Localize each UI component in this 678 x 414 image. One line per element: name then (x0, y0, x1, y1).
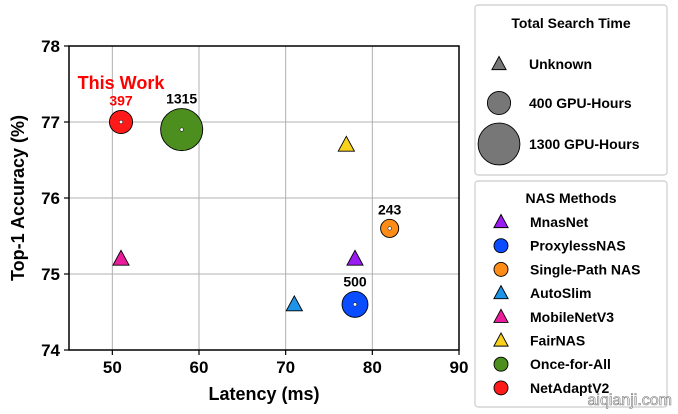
proxylessnas-data-label: 500 (343, 273, 367, 289)
legend-fairnas-label: FairNAS (530, 333, 585, 349)
autoslim-point (285, 294, 304, 312)
y-tick-label: 75 (41, 265, 60, 284)
legend-nas-methods-title: NAS Methods (526, 190, 617, 206)
legend-search-time-entries: Unknown 400 GPU-Hours 1300 GPU-Hours (477, 55, 640, 166)
single-path-nas-center-dot (387, 226, 392, 231)
legend-nas-methods-entries: MnasNet ProxylessNAS Single-Path NAS AutoSl… (493, 213, 640, 396)
watermark-text: aiqianji.com (588, 392, 672, 409)
legend-size-circle-1300 (477, 122, 521, 166)
x-tick-label: 60 (190, 358, 209, 377)
single-path-nas-data-label: 243 (378, 201, 402, 217)
legend-search-time: Total Search Time Unknown 400 GPU-Hours 13… (474, 4, 668, 176)
y-axis-ticks: 74 75 76 77 78 (41, 37, 69, 360)
netadaptv2-data-label: 397 (109, 92, 133, 108)
legend-netadaptv2-label: NetAdaptV2 (530, 380, 610, 396)
y-axis-title: Top-1 Accuracy (%) (8, 115, 28, 281)
legend-proxylessnas-label: ProxylessNAS (530, 238, 626, 254)
legend-proxylessnas-marker (493, 238, 509, 254)
legend-mnasnet-label: MnasNet (530, 214, 589, 230)
legend-netadaptv2-marker (493, 380, 509, 396)
x-tick-label: 80 (363, 358, 382, 377)
x-axis-title: Latency (ms) (208, 384, 319, 404)
this-work-annotation: This Work (78, 73, 166, 93)
mobilenetv3-point (112, 249, 130, 266)
once-for-all-center-dot (179, 127, 184, 132)
legend-nas-methods-box (474, 180, 668, 408)
data-labels: 500 243 1315 397 (109, 91, 401, 290)
y-tick-label: 78 (41, 37, 60, 56)
plot-frame (68, 45, 460, 351)
legend-nas-methods: NAS Methods MnasNet ProxylessNAS Single-Pa… (474, 180, 668, 408)
netadaptv2-center-dot (118, 119, 124, 125)
legend-mnasnet-marker (493, 213, 509, 229)
y-tick-label: 74 (41, 341, 60, 360)
y-tick-label: 77 (41, 113, 60, 132)
legend-mobilenetv3-label: MobileNetV3 (530, 309, 614, 325)
x-tick-label: 90 (450, 358, 469, 377)
legend-size-circle-400 (486, 90, 512, 116)
legend-once-for-all-label: Once-for-All (530, 356, 611, 372)
legend-autoslim-marker (493, 284, 509, 300)
legend-single-path-nas-label: Single-Path NAS (530, 261, 640, 277)
x-axis-ticks: 50 60 70 80 90 (103, 350, 469, 377)
mnasnet-point (346, 249, 364, 266)
x-tick-label: 70 (276, 358, 295, 377)
fairnas-point (337, 135, 356, 152)
legend-once-for-all-marker (493, 356, 509, 372)
legend-search-time-label: Unknown (529, 56, 592, 72)
legend-autoslim-label: AutoSlim (530, 285, 591, 301)
legend-single-path-nas-marker (493, 261, 509, 277)
legend-unknown-marker (491, 55, 507, 71)
x-tick-label: 50 (103, 358, 122, 377)
legend-search-time-label: 400 GPU-Hours (529, 95, 632, 111)
proxylessnas-center-dot (352, 302, 358, 307)
data-marks (108, 108, 400, 318)
y-tick-label: 76 (41, 189, 60, 208)
legend-search-time-label: 1300 GPU-Hours (529, 136, 640, 152)
legend-search-time-title: Total Search Time (511, 15, 631, 31)
legend-search-time-box (474, 4, 668, 176)
legend-fairnas-marker (493, 332, 509, 347)
once-for-all-data-label: 1315 (166, 91, 197, 107)
legend-mobilenetv3-marker (493, 308, 509, 323)
